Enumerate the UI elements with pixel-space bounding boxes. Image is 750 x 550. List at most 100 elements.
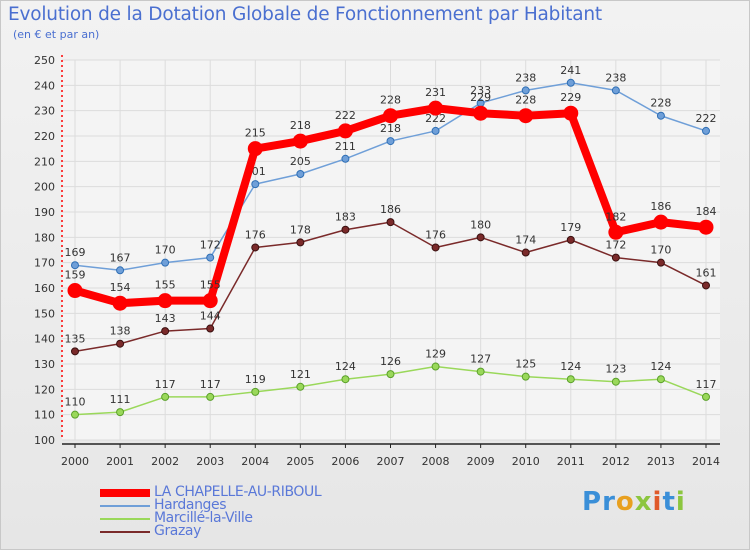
data-label-la-chapelle-au-riboul: 154 xyxy=(110,281,131,294)
data-label-marcille-la-ville: 124 xyxy=(560,360,581,373)
data-label-marcille-la-ville: 111 xyxy=(110,393,131,406)
data-point-grazay xyxy=(386,218,395,227)
data-point-hardanges xyxy=(296,170,305,178)
data-point-la-chapelle-au-riboul xyxy=(67,283,83,299)
data-label-hardanges: 167 xyxy=(110,251,131,264)
data-label-grazay: 161 xyxy=(696,266,717,279)
legend-label: Hardanges xyxy=(154,497,227,513)
y-tick-label: 250 xyxy=(34,54,55,67)
data-label-la-chapelle-au-riboul: 228 xyxy=(380,94,401,107)
chart-subtitle: (en € et par an) xyxy=(13,28,100,41)
data-point-hardanges xyxy=(386,137,395,146)
data-point-grazay xyxy=(656,258,665,267)
data-label-la-chapelle-au-riboul: 222 xyxy=(335,109,356,122)
data-point-grazay xyxy=(431,243,440,252)
data-label-grazay: 183 xyxy=(335,211,356,224)
x-tick-label: 2008 xyxy=(422,455,450,468)
data-label-grazay: 143 xyxy=(155,312,176,325)
y-tick-label: 170 xyxy=(34,257,55,270)
data-point-la-chapelle-au-riboul xyxy=(383,108,398,124)
data-label-marcille-la-ville: 123 xyxy=(605,363,626,376)
data-label-grazay: 179 xyxy=(560,221,581,234)
data-label-la-chapelle-au-riboul: 155 xyxy=(200,279,221,292)
data-label-la-chapelle-au-riboul: 215 xyxy=(245,127,266,140)
y-tick-label: 190 xyxy=(34,206,55,219)
data-label-marcille-la-ville: 117 xyxy=(696,378,717,391)
data-label-marcille-la-ville: 126 xyxy=(380,355,401,368)
y-tick-label: 240 xyxy=(34,79,55,92)
data-point-grazay xyxy=(206,324,215,333)
data-label-hardanges: 238 xyxy=(515,71,536,84)
data-label-la-chapelle-au-riboul: 155 xyxy=(155,279,176,292)
chart-title: Evolution de la Dotation Globale de Fonc… xyxy=(8,4,602,25)
data-point-hardanges xyxy=(611,86,620,95)
data-label-hardanges: 218 xyxy=(380,122,401,135)
data-point-marcille-la-ville xyxy=(116,408,125,417)
data-point-grazay xyxy=(161,327,170,336)
legend-label: LA CHAPELLE-AU-RIBOUL xyxy=(154,484,322,500)
x-tick-label: 2014 xyxy=(692,455,720,468)
data-label-marcille-la-ville: 119 xyxy=(245,373,266,386)
legend-swatch xyxy=(100,531,150,533)
data-point-marcille-la-ville xyxy=(206,392,215,401)
x-tick-label: 2007 xyxy=(377,455,405,468)
data-label-marcille-la-ville: 124 xyxy=(650,360,671,373)
x-tick-label: 2009 xyxy=(467,455,495,468)
data-label-la-chapelle-au-riboul: 218 xyxy=(290,119,311,132)
y-tick-label: 210 xyxy=(34,155,55,168)
data-point-grazay xyxy=(566,235,575,244)
data-label-grazay: 176 xyxy=(245,228,266,241)
data-label-la-chapelle-au-riboul: 229 xyxy=(470,91,491,104)
logo-letter: r xyxy=(602,487,616,517)
data-point-la-chapelle-au-riboul xyxy=(698,219,714,235)
data-point-hardanges xyxy=(431,126,440,135)
y-tick-label: 230 xyxy=(34,105,55,118)
data-label-marcille-la-ville: 117 xyxy=(155,378,176,391)
data-point-grazay xyxy=(611,253,620,262)
data-point-la-chapelle-au-riboul xyxy=(653,214,669,230)
data-label-la-chapelle-au-riboul: 229 xyxy=(560,91,581,104)
data-label-grazay: 176 xyxy=(425,228,446,241)
y-tick-label: 110 xyxy=(34,409,55,422)
data-point-grazay xyxy=(71,347,79,356)
data-point-marcille-la-ville xyxy=(71,410,79,419)
data-point-grazay xyxy=(251,243,260,252)
logo-letter: t xyxy=(662,487,676,517)
data-point-marcille-la-ville xyxy=(611,377,620,386)
data-label-grazay: 178 xyxy=(290,223,311,236)
x-tick-label: 2011 xyxy=(557,455,585,468)
data-label-hardanges: 233 xyxy=(470,84,491,97)
data-point-marcille-la-ville xyxy=(656,375,665,384)
data-label-grazay: 172 xyxy=(605,239,626,252)
data-label-hardanges: 228 xyxy=(650,97,671,110)
x-tick-label: 2001 xyxy=(106,455,134,468)
data-label-hardanges: 170 xyxy=(155,244,176,257)
legend-label: Grazay xyxy=(154,523,201,539)
data-label-marcille-la-ville: 117 xyxy=(200,378,221,391)
data-point-hardanges xyxy=(521,86,530,95)
data-point-la-chapelle-au-riboul xyxy=(608,224,624,240)
data-point-grazay xyxy=(476,233,485,242)
data-point-hardanges xyxy=(656,111,665,120)
y-tick-label: 120 xyxy=(34,383,55,396)
data-point-hardanges xyxy=(71,261,79,270)
data-point-marcille-la-ville xyxy=(386,370,395,379)
data-label-hardanges: 238 xyxy=(605,71,626,84)
data-label-la-chapelle-au-riboul: 231 xyxy=(425,86,446,99)
y-tick-label: 220 xyxy=(34,130,55,143)
data-label-hardanges: 241 xyxy=(560,64,581,77)
logo-letter: i xyxy=(675,487,686,517)
data-label-hardanges: 222 xyxy=(696,112,717,125)
data-label-hardanges: 169 xyxy=(65,246,86,259)
data-point-hardanges xyxy=(341,154,350,163)
y-tick-label: 160 xyxy=(34,282,55,295)
data-label-grazay: 186 xyxy=(380,203,401,216)
data-label-grazay: 180 xyxy=(470,218,491,231)
data-point-marcille-la-ville xyxy=(702,392,710,401)
data-point-grazay xyxy=(116,339,125,348)
data-label-grazay: 135 xyxy=(65,332,86,345)
data-label-marcille-la-ville: 127 xyxy=(470,353,491,366)
data-label-grazay: 170 xyxy=(650,244,671,257)
data-label-grazay: 174 xyxy=(515,234,536,247)
